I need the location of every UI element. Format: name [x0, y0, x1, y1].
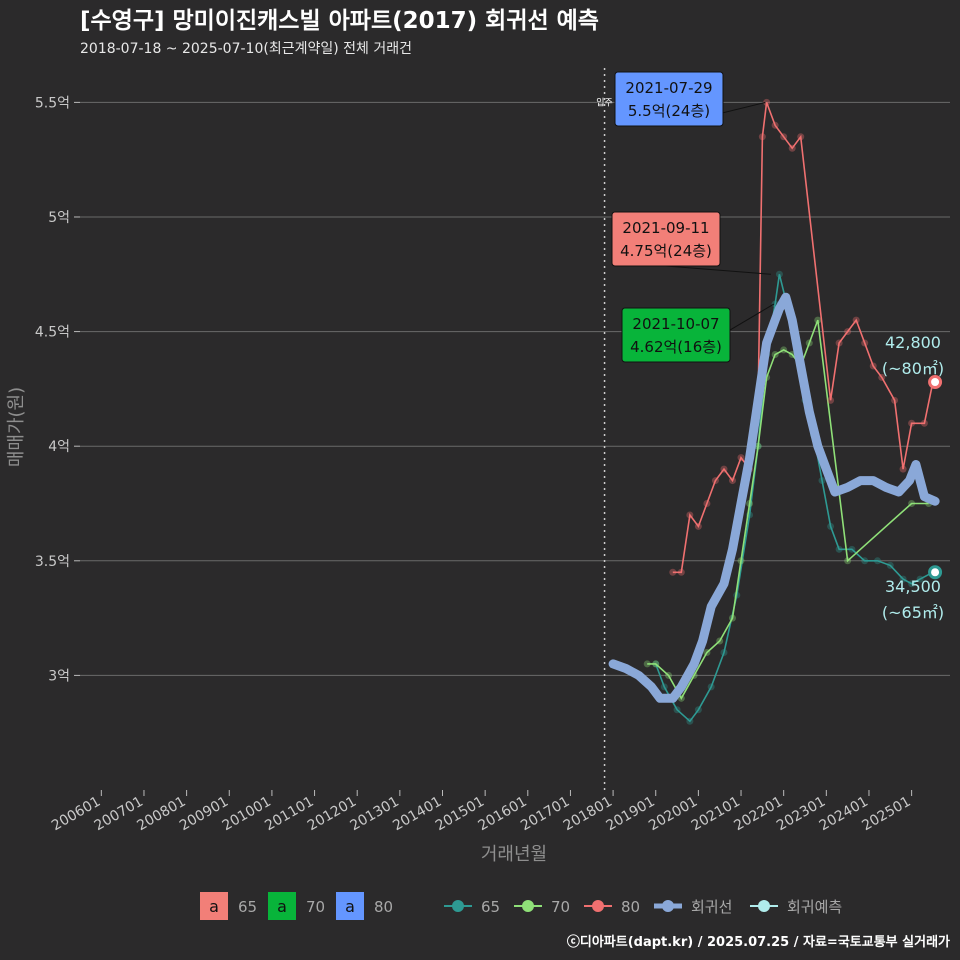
y-axis-title: 매매가(원)	[6, 387, 27, 467]
legend-series-dot	[662, 900, 674, 912]
prediction-point	[928, 375, 943, 390]
legend-label-key	[200, 892, 228, 920]
series-70-line	[647, 319, 929, 700]
y-tick-label: 4.5억	[35, 325, 70, 341]
end-label-price: 42,800	[885, 333, 941, 352]
series-layer	[608, 98, 940, 725]
prediction-point	[928, 565, 943, 580]
grid	[80, 101, 950, 676]
legend-label-key	[268, 892, 296, 920]
callout-value: 4.62억(16층)	[630, 338, 722, 356]
end-label-area: (~65㎡)	[882, 603, 944, 622]
callout-date: 2021-10-07	[632, 315, 719, 333]
series-80-point	[669, 568, 677, 576]
legend-label-glyph: a	[345, 897, 355, 916]
legend-label-glyph: a	[277, 897, 287, 916]
end-label-area: (~80㎡)	[882, 359, 944, 378]
y-tick-label: 3.5억	[35, 554, 70, 570]
legend-label-key	[336, 892, 364, 920]
y-tick-label: 3억	[48, 668, 70, 684]
legend-label-text: 65	[238, 898, 257, 916]
chart-title: [수영구] 망미이진캐스빌 아파트(2017) 회귀선 예측	[80, 8, 599, 34]
callouts: 2021-07-29 5.5억(24층) 2021-09-11 4.75억(24층) 2…	[611, 71, 775, 363]
y-tick-label: 5억	[48, 210, 70, 226]
legend-label-text: 80	[374, 898, 393, 916]
callout-box	[614, 71, 724, 127]
callout-value: 5.5억(24층)	[628, 102, 710, 120]
legend-label-glyph: a	[209, 897, 219, 916]
callout-leader	[665, 265, 771, 275]
legend-series-text: 회귀예측	[787, 898, 842, 916]
legend-series-dot	[592, 900, 604, 912]
callout-date: 2021-09-11	[622, 219, 709, 237]
end-label-price: 34,500	[885, 577, 941, 596]
callout-box	[611, 211, 721, 267]
legend-series-dot	[522, 900, 534, 912]
callout-date: 2021-07-29	[625, 79, 712, 97]
y-tick-label: 4억	[48, 439, 70, 455]
x-axis-title: 거래년월	[481, 844, 547, 865]
legend-series-text: 80	[621, 898, 640, 916]
regression-line	[608, 292, 940, 703]
chart-subtitle: 2018-07-18 ~ 2025-07-10(최근계약일) 전체 거래건	[80, 41, 412, 57]
series-80-line	[672, 102, 934, 574]
legend-series-text: 70	[551, 898, 570, 916]
legend-series-text: 65	[481, 898, 500, 916]
credit: ⓒ디아파트(dapt.kr) / 2025.07.25 / 자료=국토교통부 실…	[567, 934, 950, 950]
y-tick-label: 5.5억	[35, 95, 70, 111]
legend: a 65 a 70 a 80 65 70 80 회귀선 회귀예측	[200, 892, 842, 920]
legend-label-text: 70	[306, 898, 325, 916]
end-labels: 42,800 (~80㎡) 34,500 (~65㎡)	[882, 333, 944, 622]
legend-series-dot	[452, 900, 464, 912]
y-axis: 3억 3.5억 4억 4.5억 5억 5.5억	[35, 95, 80, 684]
move-in-label: 입주	[596, 96, 613, 108]
move-in-marker: 입주	[596, 68, 613, 790]
legend-series-text: 회귀선	[691, 898, 732, 916]
callout-box	[621, 307, 731, 363]
legend-series-dot	[758, 900, 770, 912]
callout-value: 4.75억(24층)	[620, 242, 712, 260]
